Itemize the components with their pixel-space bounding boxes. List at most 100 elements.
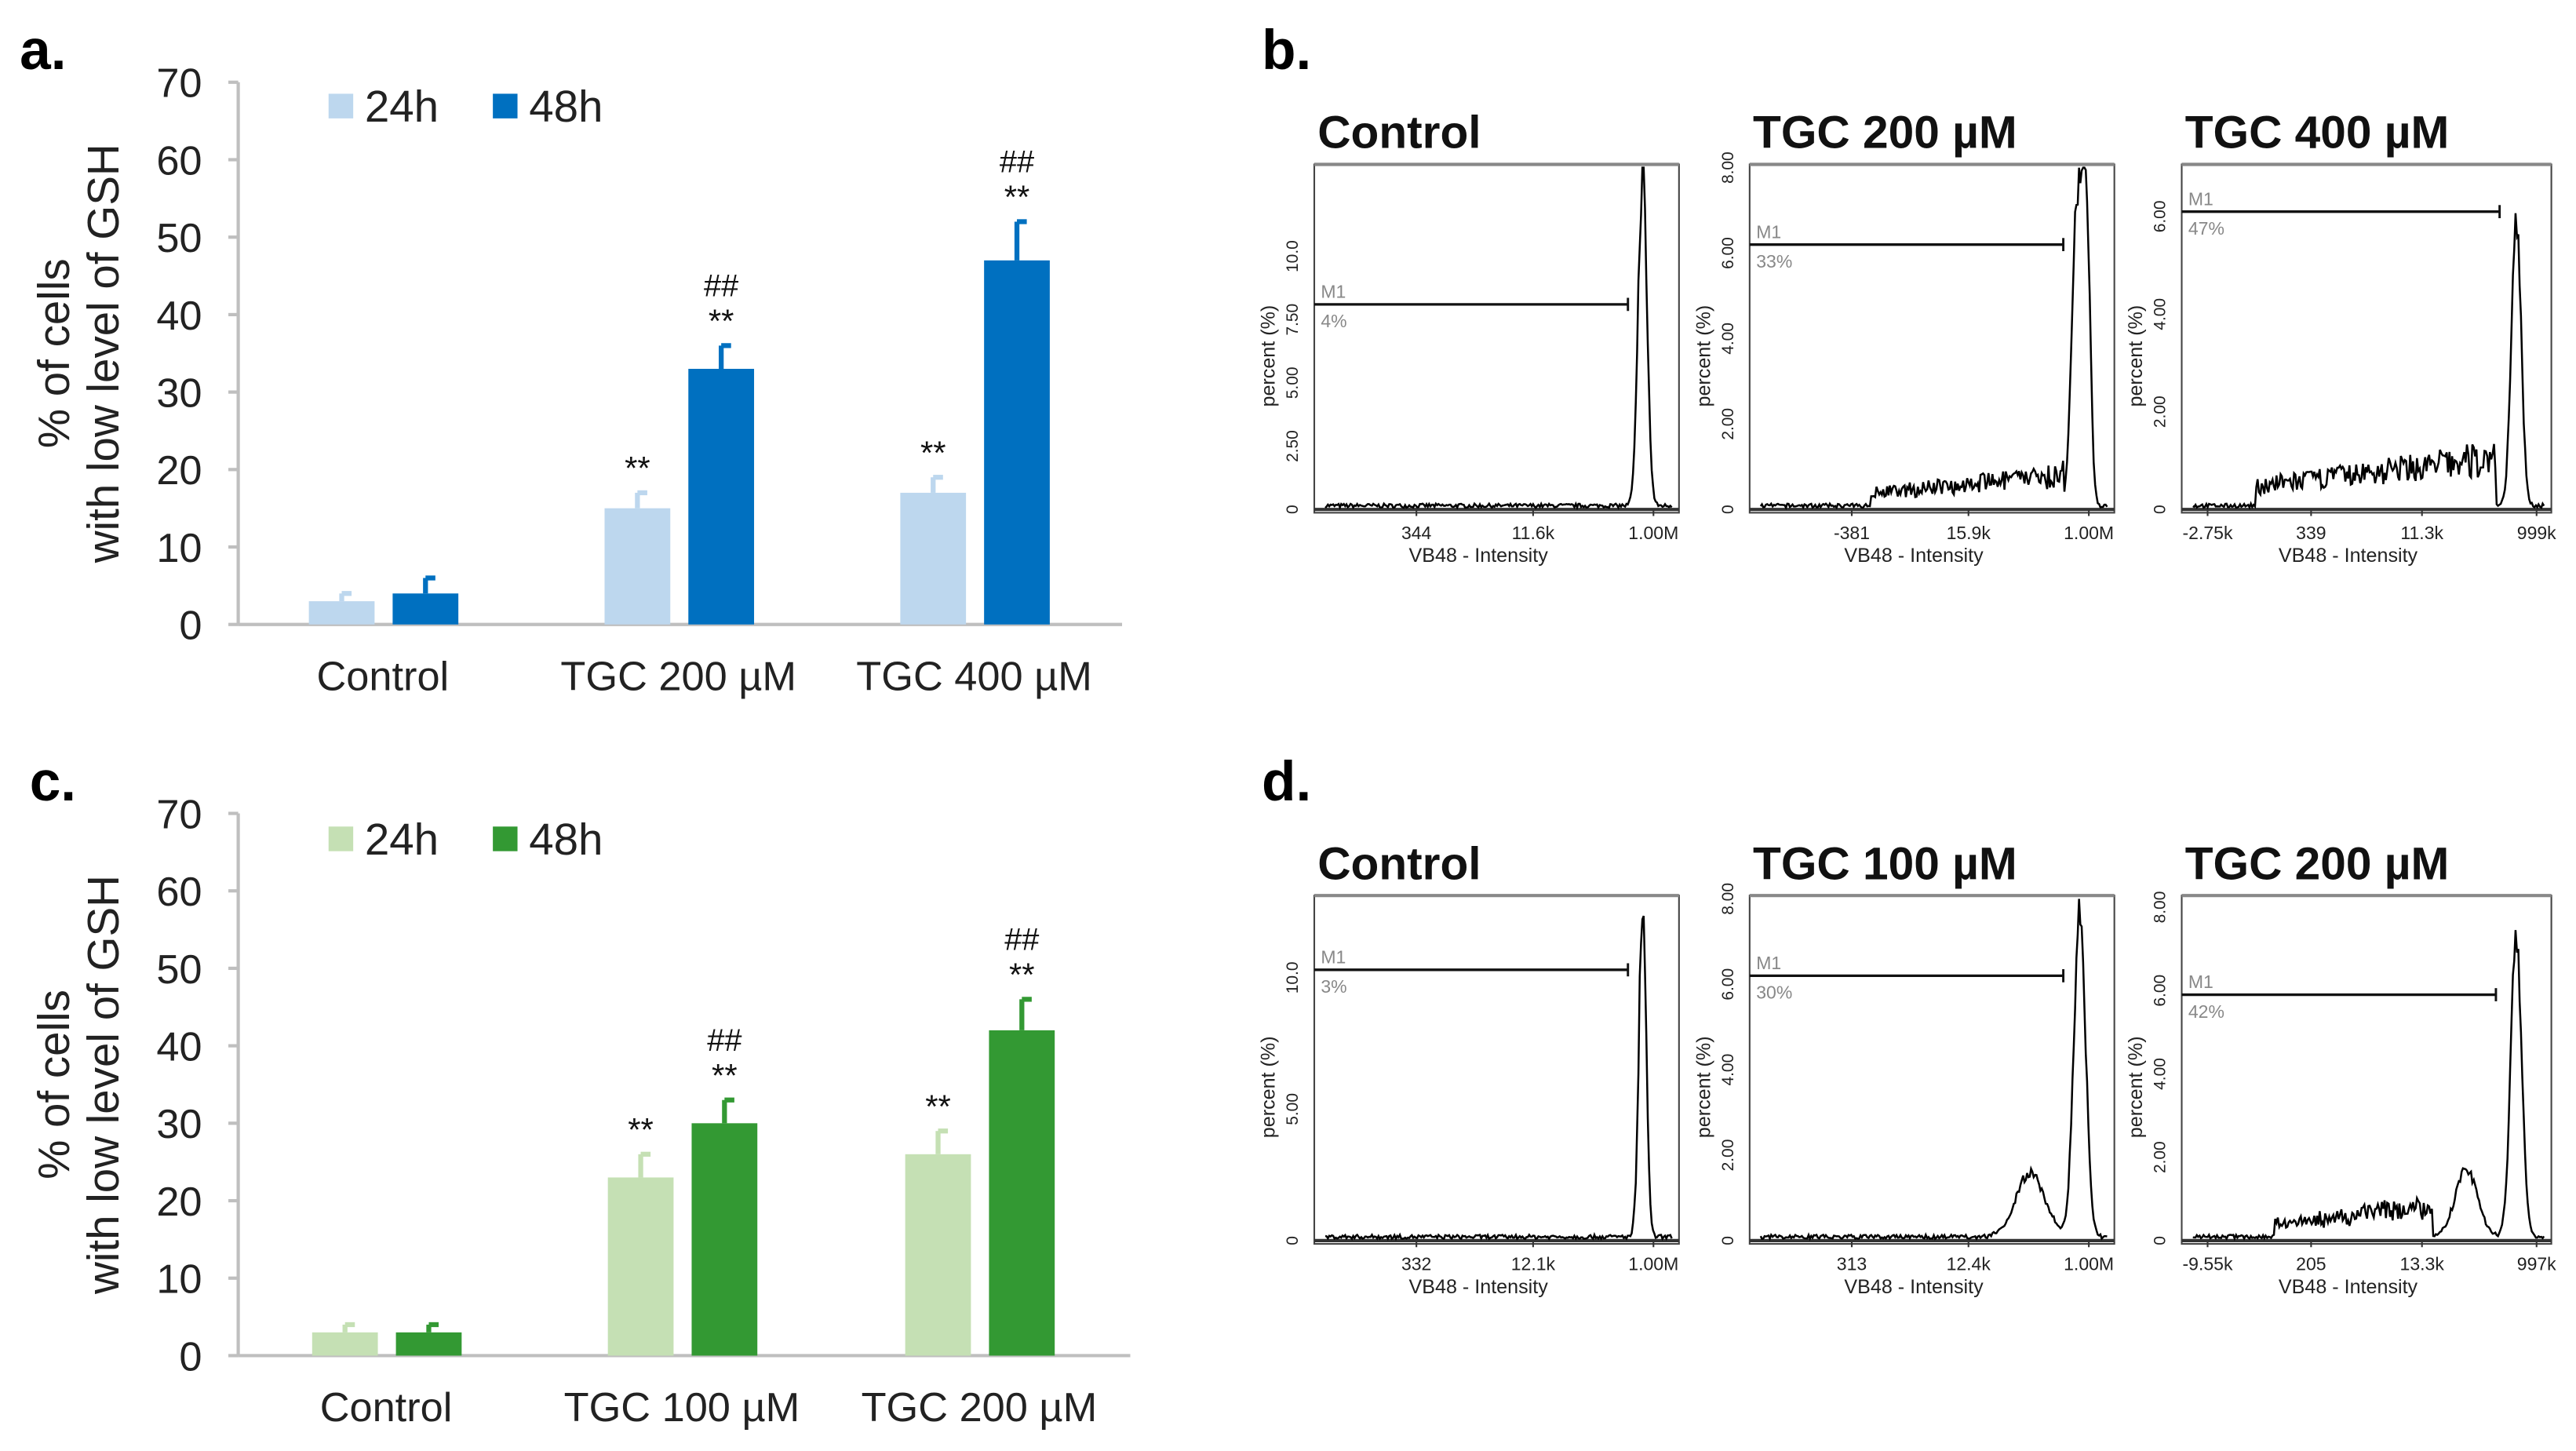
category-label: TGC 200 µM (862, 1385, 1098, 1431)
y-tick-label: 2.00 (2152, 396, 2170, 428)
bar-24h-1 (607, 1177, 674, 1356)
category-label: Control (317, 654, 450, 699)
y-tick-label: 2.50 (1284, 430, 1302, 462)
significance-mark: ** (1004, 179, 1030, 216)
legend-label-48h: 48h (529, 815, 603, 864)
x-axis-title: VB48 - Intensity (1409, 1276, 1549, 1298)
category-label: TGC 100 µM (564, 1385, 800, 1431)
x-tick-label: 11.6k (1512, 523, 1555, 543)
panel-label-c: c. (30, 751, 76, 813)
histogram-title: TGC 200 µM (2185, 838, 2450, 889)
y-tick-label: 40 (156, 1024, 202, 1070)
category-label: TGC 200 µM (560, 654, 796, 699)
y-tick-label: 5.00 (1284, 1093, 1302, 1125)
histogram-curve (2192, 213, 2545, 510)
y-axis-title: percent (%) (1258, 305, 1280, 407)
gate-percent: 42% (2188, 1001, 2224, 1022)
category-label: Control (320, 1385, 453, 1431)
x-tick-label: 344 (1401, 523, 1432, 543)
y-tick-label: 4.00 (2152, 1058, 2170, 1090)
x-tick-label: 997k (2517, 1254, 2556, 1274)
y-tick-label: 0 (1284, 505, 1302, 514)
y-tick-label: 0 (1719, 505, 1737, 514)
y-tick-label: 2.00 (1719, 1139, 1737, 1172)
histogram-b-1: TGC 200 µM 0 2.00 4.00 6.00 8.00 percent (%) -3… (1693, 108, 2115, 567)
histogram-title: Control (1317, 838, 1481, 889)
y-tick-label: 20 (156, 1179, 202, 1225)
gate-label: M1 (1321, 946, 1346, 967)
y-tick-label: 60 (156, 870, 202, 915)
significance-mark: ## (1000, 145, 1034, 180)
bar-24h-0 (308, 601, 375, 625)
histogram-curve (1759, 166, 2108, 511)
y-tick-label: 40 (156, 293, 202, 339)
y-tick-label: 0 (1284, 1236, 1302, 1245)
x-tick-label: 12.4k (1947, 1254, 1991, 1274)
y-tick-label: 0 (179, 603, 202, 649)
y-axis-title: percent (%) (1258, 1036, 1280, 1138)
y-tick-label: 8.00 (1719, 151, 1737, 184)
significance-mark: ** (1009, 957, 1035, 993)
x-tick-label: -9.55k (2182, 1254, 2232, 1274)
y-tick-label: 5.00 (1284, 367, 1302, 399)
category-label: TGC 400 µM (856, 654, 1092, 699)
significance-mark: ## (1004, 923, 1039, 957)
y-tick-label: 8.00 (2152, 891, 2170, 924)
y-tick-label: 50 (156, 216, 202, 261)
gate-percent: 33% (1756, 251, 1792, 272)
y-tick-label: 30 (156, 1102, 202, 1147)
x-tick-label: -2.75k (2182, 523, 2232, 543)
y-tick-label: 10 (156, 526, 202, 571)
x-axis-title: VB48 - Intensity (1409, 545, 1549, 567)
y-tick-label: 6.00 (1719, 237, 1737, 269)
significance-mark: ** (920, 434, 946, 471)
x-tick-label: 13.3k (2400, 1254, 2445, 1274)
x-tick-label: 313 (1837, 1254, 1867, 1274)
legend-swatch-48h (493, 826, 518, 851)
y-axis-title-line2: with low level of GSH (78, 144, 128, 563)
x-tick-label: 999k (2517, 523, 2556, 543)
gate-percent: 47% (2188, 218, 2224, 239)
legend-swatch-24h (328, 93, 354, 118)
y-axis-title: percent (%) (2125, 1036, 2147, 1138)
histogram-b-0: Control 0 2.50 5.00 7.50 10.0 percent (%) 344 11… (1258, 108, 1680, 567)
gate-percent: 4% (1321, 311, 1346, 331)
gate-label: M1 (2188, 188, 2213, 209)
plot-frame (1313, 895, 1680, 1245)
gate-label: M1 (2188, 972, 2213, 992)
histogram-title: Control (1317, 108, 1481, 159)
gate-label: M1 (1756, 953, 1781, 973)
significance-mark: ## (704, 269, 738, 304)
bar-48h-0 (395, 1332, 462, 1356)
x-tick-label: 332 (1401, 1254, 1431, 1274)
panel-label-a: a. (20, 20, 66, 82)
gate-percent: 30% (1756, 983, 1792, 1003)
y-axis-title: percent (%) (1693, 305, 1715, 407)
x-tick-label: 15.9k (1947, 523, 1991, 543)
histogram-curve (1324, 915, 1673, 1241)
x-tick-label: 1.00M (1628, 523, 1678, 543)
legend-label-24h: 24h (365, 82, 439, 131)
legend-label-24h: 24h (365, 815, 439, 864)
y-tick-label: 6.00 (2152, 201, 2170, 233)
bar-24h-2 (900, 492, 967, 625)
gate-label: M1 (1321, 281, 1346, 301)
y-axis-title-line1: % of cells (29, 258, 78, 448)
panel-label-d: d. (1262, 751, 1311, 813)
gate-label: M1 (1756, 221, 1781, 242)
significance-mark: ** (712, 1057, 738, 1094)
y-tick-label: 0 (2152, 505, 2170, 514)
x-tick-label: 11.3k (2400, 523, 2443, 543)
bar-48h-1 (691, 1123, 758, 1356)
histogram-d-0: Control 0 5.00 10.0 percent (%) 332 12.1k 1.00M… (1258, 838, 1680, 1298)
histogram-title: TGC 100 µM (1753, 838, 2017, 889)
plot-frame (1748, 895, 2115, 1245)
gate-percent: 3% (1321, 976, 1346, 997)
y-tick-label: 7.50 (1284, 304, 1302, 336)
y-tick-label: 6.00 (2152, 975, 2170, 1007)
x-axis-title: VB48 - Intensity (2279, 1276, 2418, 1298)
significance-mark: ** (925, 1088, 951, 1125)
bar-chart-c: 0 10 20 30 40 50 60 70 % of cells with low level … (29, 792, 1131, 1431)
histogram-b-2: TGC 400 µM 0 2.00 4.00 6.00 percent (%) -2.75k… (2125, 108, 2556, 567)
